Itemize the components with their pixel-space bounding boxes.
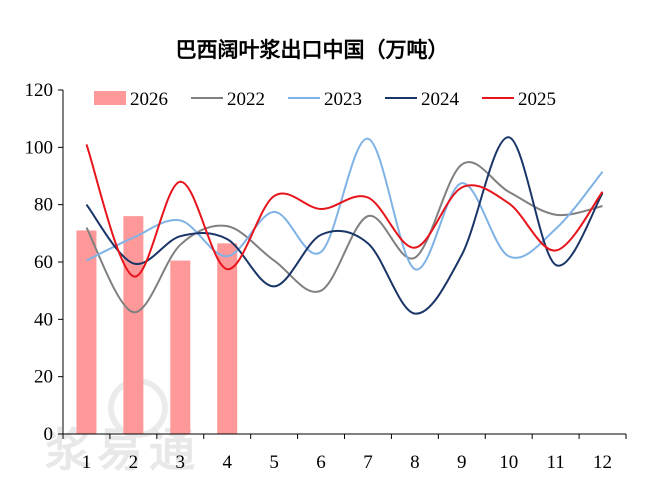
y-tick-label: 120 xyxy=(25,80,54,101)
line-series-group xyxy=(85,136,604,315)
legend-label: 2024 xyxy=(421,89,460,110)
bar-2026-4 xyxy=(217,243,238,434)
line-2025 xyxy=(85,144,604,278)
legend-swatch xyxy=(94,91,126,105)
chart-title: 巴西阔叶浆出口中国（万吨） xyxy=(176,38,449,62)
legend-label: 2025 xyxy=(518,89,556,110)
y-tick-label: 60 xyxy=(34,252,53,273)
y-tick-label: 80 xyxy=(34,195,53,216)
y-tick-label: 40 xyxy=(34,309,53,330)
legend-label: 2026 xyxy=(130,89,168,110)
bar-2026-3 xyxy=(170,260,191,434)
legend: 2026 2022 2023 2024 2025 xyxy=(94,89,556,110)
x-tick-label: 7 xyxy=(363,452,373,473)
x-tick-label: 8 xyxy=(410,452,420,473)
x-tick-label: 4 xyxy=(222,452,232,473)
legend-item-2025: 2025 xyxy=(482,89,556,110)
bar-2026-1 xyxy=(76,230,97,434)
x-tick-label: 12 xyxy=(593,452,612,473)
y-tick-label: 0 xyxy=(44,424,54,445)
x-tick-label: 1 xyxy=(82,452,92,473)
legend-item-2023: 2023 xyxy=(288,89,362,110)
x-tick-label: 3 xyxy=(176,452,186,473)
x-tick-label: 9 xyxy=(457,452,467,473)
y-tick-label: 100 xyxy=(25,137,54,158)
x-tick-label: 6 xyxy=(316,452,326,473)
x-tick-label: 5 xyxy=(269,452,279,473)
x-tick-label: 2 xyxy=(129,452,139,473)
legend-item-2026: 2026 xyxy=(94,89,168,110)
line-2023 xyxy=(86,137,604,271)
line-2024 xyxy=(85,136,604,315)
bar-2026-2 xyxy=(123,216,144,434)
x-tick-label: 10 xyxy=(499,452,518,473)
line-2022 xyxy=(85,161,603,314)
legend-item-2022: 2022 xyxy=(191,89,265,110)
x-tick-label: 11 xyxy=(546,452,564,473)
y-tick-label: 20 xyxy=(34,367,53,388)
legend-label: 2022 xyxy=(227,89,265,110)
legend-label: 2023 xyxy=(324,89,362,110)
legend-item-2024: 2024 xyxy=(385,89,460,110)
